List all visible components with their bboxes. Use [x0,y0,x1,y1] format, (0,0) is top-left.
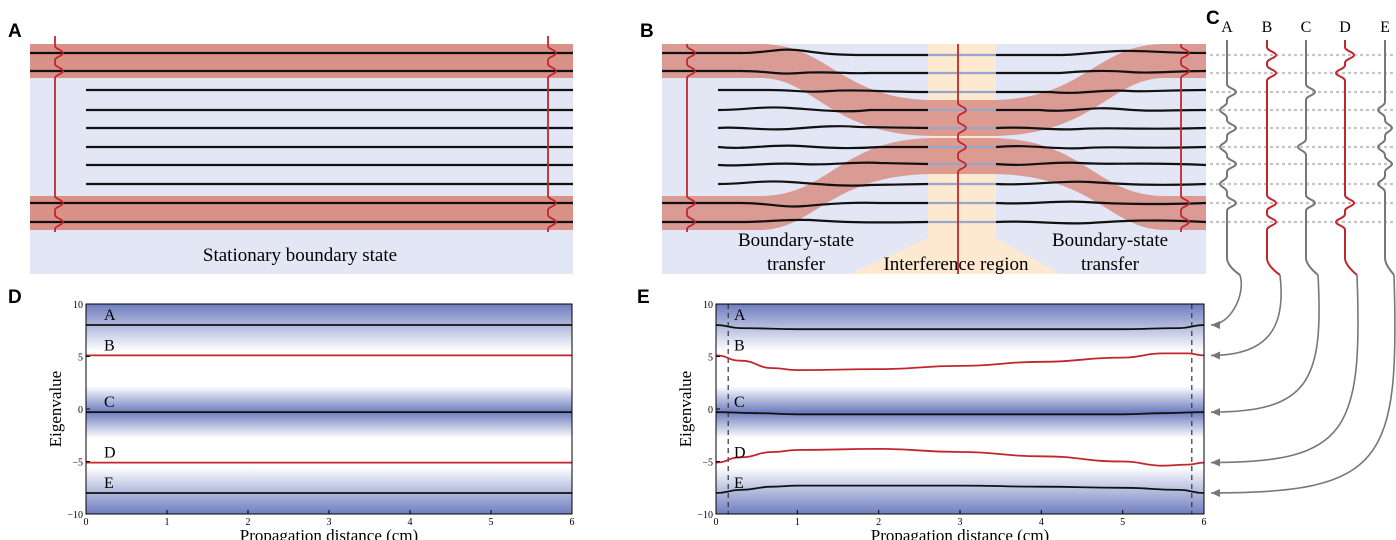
y-tick-label-d: 5 [78,353,83,364]
arrowhead-c [1211,408,1220,417]
right-transfer-caption-line1: Boundary-state [1052,230,1168,251]
arrow-to-mode-d [1210,274,1359,464]
y-tick-label-e: 0 [708,405,713,416]
eigen-band-e [716,304,1204,351]
mode-label-e: E [1380,19,1390,36]
series-label-d-e: D [734,445,746,462]
transfer-mode-profile-left [686,44,696,232]
right-transfer-caption-line2: transfer [1081,254,1140,275]
eigen-band-d [86,467,572,514]
x-tick-label-e: 0 [714,517,719,528]
x-tick-label-d: 2 [246,517,251,528]
waveguides-in-interference [928,53,996,224]
x-tick-label-e: 5 [1120,517,1125,528]
x-tick-label-d: 4 [408,517,413,528]
series-label-d-d: D [104,445,116,462]
y-axis-label-e: Eigenvalue [676,371,695,447]
y-tick-label-e: 10 [703,300,713,311]
y-tick-label-e: −10 [697,510,713,521]
panel-letter-c: C [1206,8,1220,29]
left-transfer-caption-line2: transfer [767,254,826,275]
panel-b: B [640,21,1206,275]
eigen-band-d [86,304,572,351]
y-tick-label-e: −5 [702,458,713,469]
x-tick-label-e: 3 [958,517,963,528]
arrowhead-d [1211,458,1220,467]
mode-profile-c [1296,40,1319,276]
series-line-a-e [715,324,1205,331]
mode-label-c: C [1301,19,1312,36]
boundary-band-bottom [30,196,573,230]
mode-profile-e [1376,40,1395,276]
series-label-a-e: A [734,307,746,324]
series-line-e-e [715,484,1205,494]
panel-letter-e: E [637,287,650,308]
series-line-b-e [715,352,1205,372]
arrowhead-a [1211,321,1220,329]
series-line-d-e [715,447,1205,467]
interference-mode-profile [957,44,967,274]
eigen-band-e [716,386,1204,439]
mode-correspondence-arrows [1210,274,1396,497]
x-tick-label-e: 6 [1202,517,1207,528]
x-tick-label-d: 0 [84,517,89,528]
panel-a: A Stationary boundary state [8,21,573,274]
series-label-e-e: E [734,475,744,492]
mode-label-d: D [1339,19,1351,36]
series-label-c-e: C [734,394,745,411]
panel-letter-d: D [8,287,22,308]
y-axis-label-d: Eigenvalue [46,371,65,447]
x-tick-label-e: 1 [795,517,800,528]
y-tick-label-d: −10 [67,510,83,521]
mode-profile-b [1266,40,1281,276]
y-tick-label-e: 5 [708,353,713,364]
x-tick-label-e: 2 [876,517,881,528]
y-tick-label-d: −5 [72,458,83,469]
mode-profile-d [1334,40,1358,276]
x-axis-label-d: Propagation distance (cm) [240,526,418,540]
boundary-band-top [30,44,573,78]
arrow-to-mode-b [1210,274,1282,357]
arrowhead-e [1211,489,1220,497]
panel-a-background [30,44,573,274]
boundary-mode-profile-right [547,36,557,232]
mode-profile-a [1218,40,1241,276]
panel-a-caption: Stationary boundary state [203,245,397,266]
y-tick-label-d: 10 [73,300,83,311]
arrowhead-b [1211,351,1220,360]
series-label-a-d: A [104,307,116,324]
panel-c: C A B C D E [1206,8,1396,276]
series-label-b-d: B [104,337,115,354]
x-tick-label-d: 3 [327,517,332,528]
panel-e-plot: AB C DE 0 1 2 3 4 5 6 10 5 0 −5 −10 Propagation distanc… [676,300,1207,540]
series-label-e-d: E [104,475,114,492]
transfer-mode-profile-right [1180,44,1190,232]
waveguide-array-b [662,48,1206,225]
x-tick-label-e: 4 [1039,517,1044,528]
x-tick-label-d: 6 [570,517,575,528]
mode-label-b: B [1262,19,1273,36]
panel-letter-b: B [640,21,654,42]
arrow-to-mode-e [1210,274,1396,494]
panel-letter-a: A [8,21,22,42]
y-tick-label-d: 0 [78,405,83,416]
boundary-mode-profile-left [54,36,64,232]
arrow-to-mode-c [1210,274,1320,413]
x-tick-label-d: 5 [489,517,494,528]
arrow-to-mode-a [1210,274,1243,326]
x-tick-label-d: 1 [165,517,170,528]
series-label-c-d: C [104,394,115,411]
series-label-b-e: B [734,337,745,354]
mode-label-a: A [1221,19,1233,36]
interference-caption: Interference region [883,254,1029,275]
series-line-c-e [715,411,1205,416]
x-axis-label-e: Propagation distance (cm) [871,526,1049,540]
waveguide-guides-c [1210,53,1396,224]
left-transfer-caption-line1: Boundary-state [738,230,854,251]
eigen-band-e [716,467,1204,514]
panel-d-plot: AB C DE 0 1 2 3 4 5 6 10 5 0 −5 −10 Propagation distanc… [46,300,575,540]
waveguide-array-a [30,51,573,224]
